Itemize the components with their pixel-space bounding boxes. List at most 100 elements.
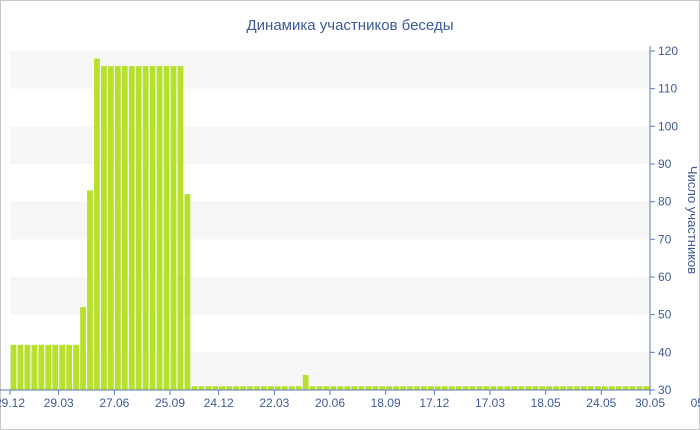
bar [184, 194, 191, 390]
bar [469, 386, 476, 390]
bar [330, 386, 337, 390]
bar [59, 344, 66, 390]
bar [226, 386, 233, 390]
bar [149, 66, 156, 390]
bar [52, 344, 59, 390]
bar [17, 344, 24, 390]
bar [615, 386, 622, 390]
chart-title: Динамика участников беседы [247, 17, 454, 34]
bar [31, 344, 38, 390]
bar [323, 386, 330, 390]
x-tick-label: 24.12 [204, 396, 234, 410]
bar [10, 344, 17, 390]
bar [212, 386, 219, 390]
bar [622, 386, 629, 390]
y-tick-label: 120 [658, 44, 678, 58]
bar [261, 386, 267, 390]
bar [608, 386, 615, 390]
y-tick-label: 110 [658, 82, 677, 96]
bar [94, 58, 100, 390]
bar [177, 66, 184, 390]
bar [581, 386, 587, 390]
y-tick-label: 50 [658, 308, 672, 322]
y-tick-label: 30 [658, 383, 672, 397]
bar [274, 386, 281, 390]
bar [490, 386, 497, 390]
bar [574, 386, 580, 390]
bar [316, 386, 323, 390]
bar [386, 386, 393, 390]
bar [87, 190, 93, 390]
bar [337, 386, 344, 390]
y-axis: 30 40 50 60 70 80 90 100 110 120 [649, 44, 678, 397]
bar [198, 386, 205, 390]
y-tick-label: 40 [658, 345, 672, 359]
bar [553, 386, 559, 390]
x-tick-label: 20.06 [315, 396, 345, 410]
bar [504, 386, 511, 390]
x-tick-label: 24.05 [586, 396, 616, 410]
bar [191, 386, 198, 390]
bar [24, 344, 31, 390]
bar [45, 344, 52, 390]
bar [476, 386, 483, 390]
bar [379, 386, 386, 390]
y-axis-label: Число участников [685, 166, 700, 274]
bar [205, 386, 212, 390]
bar [254, 386, 260, 390]
bar [309, 386, 316, 390]
bar [594, 386, 601, 390]
bar [302, 374, 309, 390]
bar [240, 386, 246, 390]
bar [128, 66, 135, 390]
bar [365, 386, 372, 390]
x-tick-label: 27.06 [99, 396, 129, 410]
x-axis: 29.12 29.03 27.06 25.09 24.12 22.03 20.06 18.09… [0, 389, 700, 410]
bar [539, 386, 546, 390]
bar [601, 386, 608, 390]
bar [455, 386, 462, 390]
x-tick-label: 17.03 [475, 396, 505, 410]
bar [247, 386, 253, 390]
bar [267, 386, 274, 390]
bar [421, 386, 427, 390]
bar [567, 386, 573, 390]
bars [10, 58, 650, 390]
bar [288, 386, 295, 390]
y-tick-label: 90 [658, 157, 672, 171]
bar [101, 66, 107, 390]
x-tick-label: 25.09 [155, 396, 185, 410]
x-tick-label: 17.12 [419, 396, 449, 410]
bar [351, 386, 358, 390]
bar [414, 386, 420, 390]
bar [629, 386, 636, 390]
bar [281, 386, 288, 390]
bar [73, 344, 79, 390]
bar [483, 386, 490, 390]
bar [80, 307, 86, 390]
bar [372, 386, 379, 390]
bar [518, 386, 525, 390]
bar [107, 66, 114, 390]
bar [462, 386, 469, 390]
bar [587, 386, 594, 390]
bar [441, 386, 448, 390]
bar [532, 386, 539, 390]
y-tick-label: 60 [658, 270, 672, 284]
bar [114, 66, 121, 390]
bar [407, 386, 413, 390]
bar [525, 386, 532, 390]
bar [560, 386, 566, 390]
bar [163, 66, 170, 390]
bar [393, 386, 399, 390]
bar [295, 386, 302, 390]
bar [636, 386, 643, 390]
bar [170, 66, 177, 390]
x-tick-label: 18.09 [371, 396, 401, 410]
y-tick-label: 80 [658, 195, 672, 209]
x-tick-label: 30.05 [635, 396, 665, 410]
bar [219, 386, 226, 390]
y-tick-label: 100 [658, 119, 678, 133]
bar [135, 66, 142, 390]
